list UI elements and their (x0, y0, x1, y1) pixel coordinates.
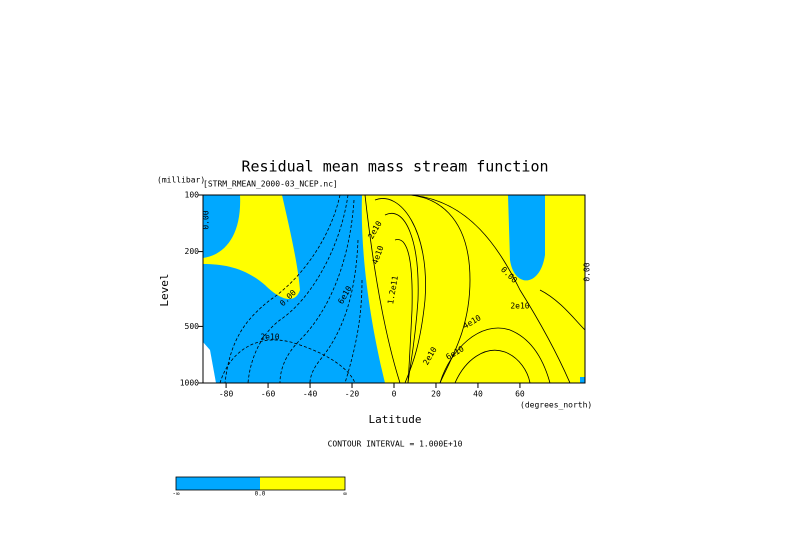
contour-interval: CONTOUR INTERVAL = 1.000E+10 (328, 440, 463, 449)
x-tick-label: 60 (515, 390, 525, 399)
colorbar (175, 476, 346, 491)
contour-label: 0.00 (202, 210, 211, 229)
x-tick-label: -40 (303, 390, 318, 399)
colorbar-positive (260, 477, 345, 490)
subtitle: [STRM_RMEAN_2000-03_NCEP.nc] (203, 180, 338, 189)
negative-region (580, 377, 585, 383)
x-tick-label: 20 (431, 390, 441, 399)
colorbar-frame (175, 476, 346, 491)
y-tick-label: 500 (185, 322, 200, 331)
y-tick-label: 200 (185, 247, 200, 256)
y-tick-label: 1000 (180, 379, 199, 388)
contour-label: 2e10 (260, 333, 279, 342)
x-tick-label: -60 (261, 390, 276, 399)
colorbar-label: -∞ (172, 491, 180, 498)
negative-region (508, 195, 545, 281)
plot-fill (203, 195, 585, 383)
colorbar-label: 0.0 (255, 491, 266, 498)
positive-region (203, 195, 300, 300)
contour-lines (219, 195, 585, 383)
contour-label: 2e10 (510, 302, 529, 311)
x-tick-label: 0 (392, 390, 397, 399)
y-unit: (millibar) (157, 176, 205, 185)
chart-title: Residual mean mass stream function (241, 158, 548, 176)
contour-label: 0.00 (583, 262, 592, 281)
x-axis-label: Latitude (369, 413, 422, 426)
x-tick-label: 40 (473, 390, 483, 399)
missing-region (203, 342, 216, 383)
colorbar-label: ∞ (343, 491, 347, 498)
y-axis-label: Level (158, 273, 171, 306)
x-tick-label: -80 (219, 390, 234, 399)
x-tick-label: -20 (345, 390, 360, 399)
y-tick-label: 100 (185, 191, 200, 200)
x-unit: (degrees_north) (520, 401, 592, 410)
colorbar-negative (176, 477, 260, 490)
